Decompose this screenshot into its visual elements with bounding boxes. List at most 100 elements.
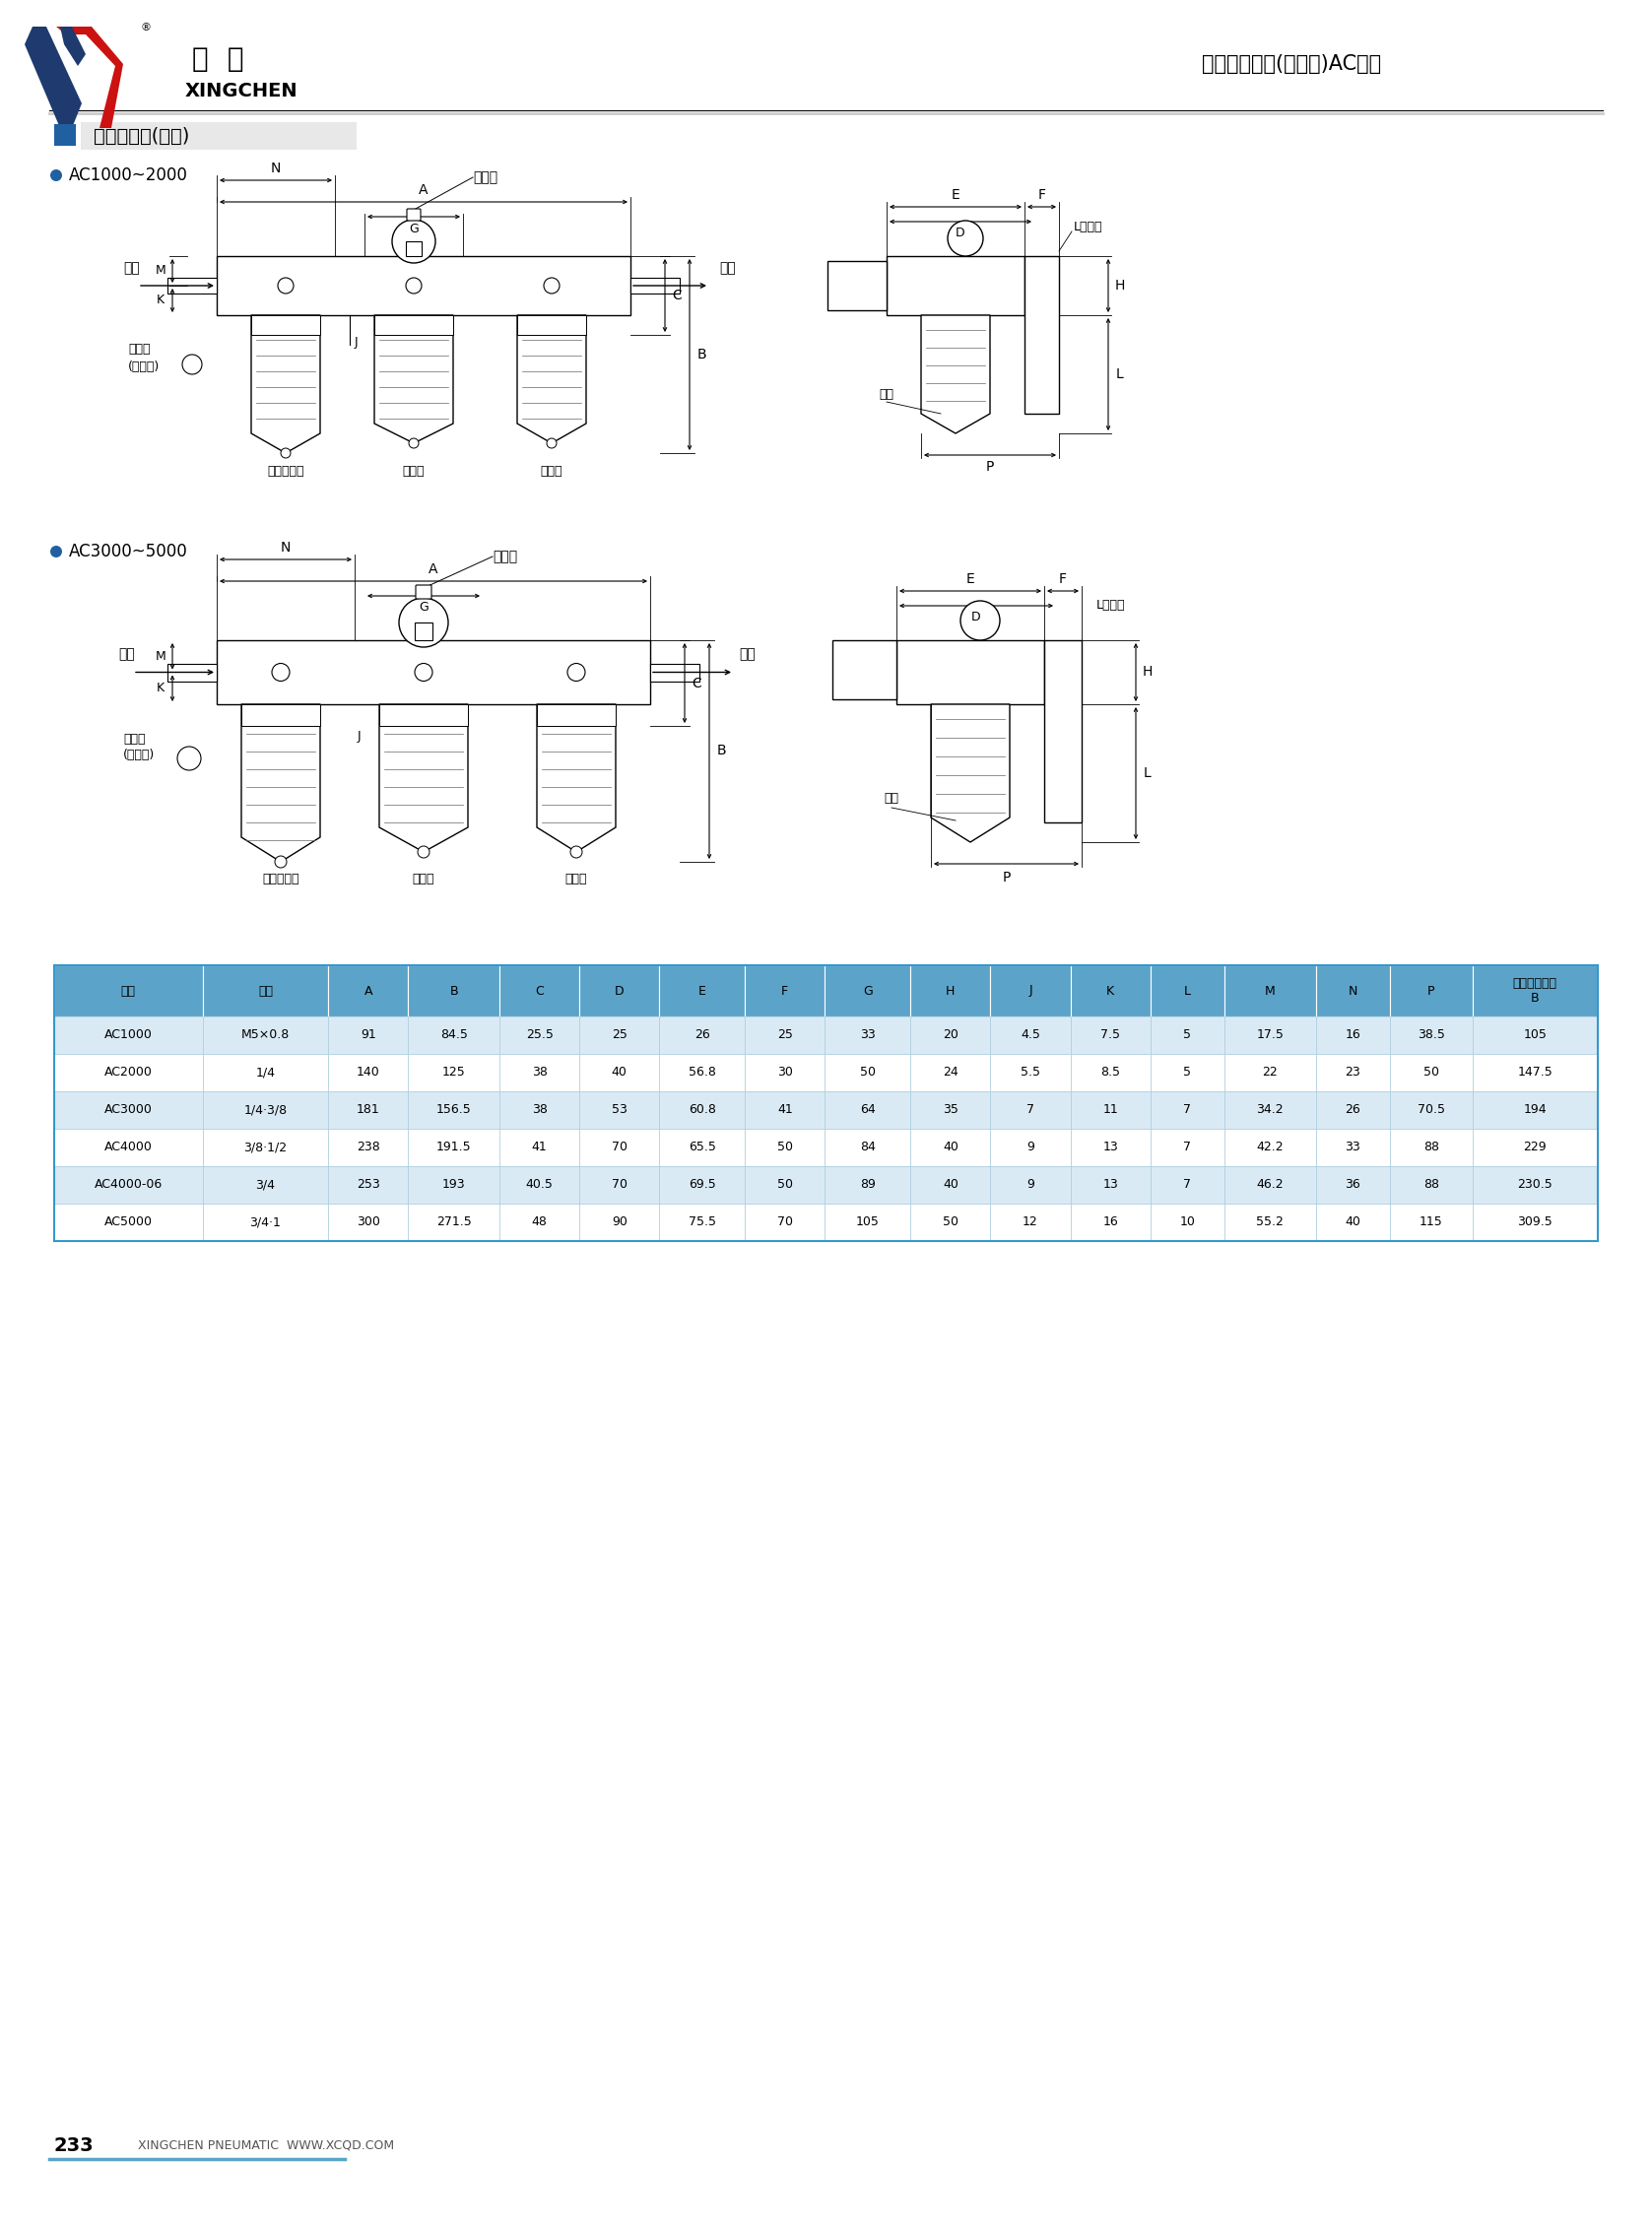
Text: M: M — [1265, 984, 1275, 997]
Text: 13: 13 — [1102, 1178, 1118, 1191]
Text: 3/8·1/2: 3/8·1/2 — [243, 1142, 287, 1153]
Bar — [991, 1053, 1070, 1091]
Bar — [659, 1166, 745, 1204]
Text: 105: 105 — [1523, 1028, 1546, 1042]
Text: 55.2: 55.2 — [1257, 1215, 1284, 1229]
Text: H: H — [947, 984, 955, 997]
Text: ®: ® — [140, 22, 152, 33]
Polygon shape — [251, 316, 320, 454]
Text: E: E — [699, 984, 705, 997]
Text: M: M — [155, 650, 165, 663]
Bar — [659, 966, 745, 1017]
Text: 入口: 入口 — [119, 648, 135, 661]
Circle shape — [547, 439, 557, 447]
Bar — [329, 966, 408, 1017]
Circle shape — [960, 601, 999, 641]
Circle shape — [570, 846, 582, 857]
Text: 50: 50 — [1424, 1066, 1439, 1080]
Bar — [659, 1017, 745, 1053]
Bar — [824, 1204, 910, 1242]
Text: G: G — [420, 601, 428, 614]
Bar — [745, 1129, 824, 1166]
Bar — [251, 316, 320, 334]
Text: 7.5: 7.5 — [1100, 1028, 1120, 1042]
Text: 53: 53 — [611, 1104, 628, 1117]
Bar — [824, 1129, 910, 1166]
Bar — [1389, 1129, 1472, 1166]
Text: 70.5: 70.5 — [1417, 1104, 1446, 1117]
Bar — [1472, 966, 1597, 1017]
Text: XINGCHEN PNEUMATIC  WWW.XCQD.COM: XINGCHEN PNEUMATIC WWW.XCQD.COM — [137, 2139, 395, 2153]
Text: 84.5: 84.5 — [439, 1028, 468, 1042]
Bar — [824, 1053, 910, 1091]
Text: 12: 12 — [1023, 1215, 1037, 1229]
Circle shape — [408, 439, 418, 447]
Bar — [408, 1166, 499, 1204]
Bar — [499, 1129, 580, 1166]
Text: 90: 90 — [611, 1215, 628, 1229]
Bar — [1224, 1053, 1315, 1091]
Text: 300: 300 — [357, 1215, 380, 1229]
Text: 50: 50 — [776, 1142, 793, 1153]
Bar — [216, 256, 631, 316]
Text: 25: 25 — [776, 1028, 793, 1042]
Bar — [1315, 966, 1389, 1017]
Bar — [1224, 1091, 1315, 1129]
Bar — [203, 1017, 329, 1053]
Text: 7: 7 — [1183, 1178, 1191, 1191]
Bar — [631, 278, 679, 294]
Bar — [408, 1091, 499, 1129]
Circle shape — [278, 278, 294, 294]
Text: P: P — [986, 461, 995, 474]
Text: 26: 26 — [694, 1028, 710, 1042]
Text: 41: 41 — [776, 1104, 793, 1117]
Text: 33: 33 — [1345, 1142, 1361, 1153]
Text: B: B — [717, 743, 725, 757]
Text: D: D — [615, 984, 624, 997]
Text: 口径: 口径 — [884, 792, 899, 804]
Circle shape — [544, 278, 560, 294]
Text: H: H — [1143, 666, 1153, 679]
Bar — [55, 1053, 203, 1091]
Text: 型号: 型号 — [121, 984, 135, 997]
Text: 5: 5 — [1183, 1066, 1191, 1080]
Bar — [1315, 1017, 1389, 1053]
Bar — [1315, 1129, 1389, 1166]
Text: A: A — [363, 984, 372, 997]
Text: 40: 40 — [611, 1066, 628, 1080]
Text: 7: 7 — [1183, 1142, 1191, 1153]
Text: 星  辰: 星 辰 — [192, 45, 244, 73]
Text: A: A — [430, 563, 438, 577]
Bar — [991, 1017, 1070, 1053]
Bar — [1150, 1129, 1224, 1166]
Circle shape — [406, 278, 421, 294]
Bar — [1315, 1166, 1389, 1204]
FancyBboxPatch shape — [416, 585, 431, 599]
Bar — [1150, 966, 1224, 1017]
Bar — [580, 1091, 659, 1129]
Bar — [1150, 1166, 1224, 1204]
Text: 115: 115 — [1419, 1215, 1442, 1229]
Bar — [745, 1204, 824, 1242]
Text: N: N — [271, 162, 281, 176]
Text: 70: 70 — [611, 1178, 628, 1191]
Text: 194: 194 — [1523, 1104, 1546, 1117]
Text: 减压阀: 减压阀 — [413, 873, 434, 886]
Polygon shape — [537, 703, 616, 853]
Bar — [1070, 966, 1150, 1017]
Bar — [1389, 1204, 1472, 1242]
Text: 309.5: 309.5 — [1518, 1215, 1553, 1229]
Bar — [499, 1204, 580, 1242]
Text: 230.5: 230.5 — [1518, 1178, 1553, 1191]
Text: 69.5: 69.5 — [689, 1178, 715, 1191]
Bar — [1070, 1053, 1150, 1091]
Bar — [203, 1091, 329, 1129]
Bar — [828, 260, 887, 309]
Bar — [824, 966, 910, 1017]
Bar — [1472, 1017, 1597, 1053]
Text: 40: 40 — [943, 1142, 958, 1153]
Text: 7: 7 — [1026, 1104, 1034, 1117]
Bar — [887, 256, 1024, 316]
Text: A: A — [420, 183, 428, 196]
Bar — [580, 1129, 659, 1166]
